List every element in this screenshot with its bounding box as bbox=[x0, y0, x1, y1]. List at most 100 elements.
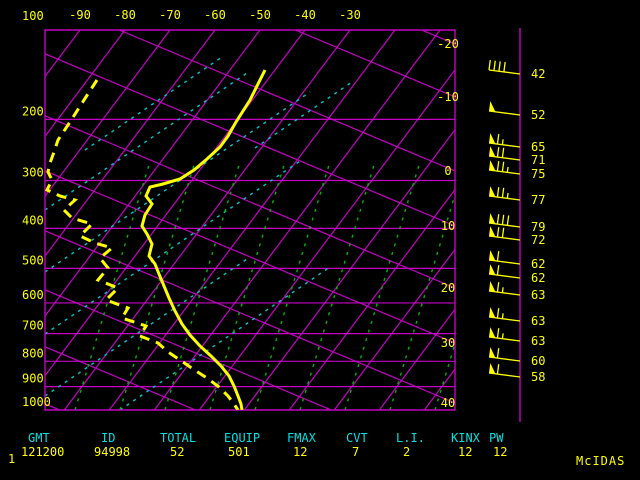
isotherm-line bbox=[45, 30, 261, 317]
barb-shaft bbox=[488, 372, 521, 378]
barb-flag bbox=[489, 186, 496, 197]
moist-adiabat-line bbox=[299, 164, 375, 410]
isotherm-line bbox=[108, 30, 396, 410]
barb-full-tick bbox=[496, 308, 500, 319]
barb-shaft bbox=[488, 235, 521, 241]
isotherm-line bbox=[45, 30, 306, 377]
wind-barb bbox=[488, 264, 521, 279]
moist-adiabat-lines bbox=[74, 164, 455, 410]
mixing-ratio-lines bbox=[45, 56, 353, 410]
dry-adiabat-line bbox=[117, 30, 455, 172]
status-value-li: 2 bbox=[403, 445, 410, 459]
status-value-pw: 12 bbox=[493, 445, 507, 459]
wind-speed-label: 63 bbox=[531, 288, 545, 302]
barb-full-tick bbox=[496, 251, 500, 262]
barb-flag bbox=[489, 101, 496, 112]
barb-full-tick bbox=[496, 282, 500, 293]
barb-shaft bbox=[488, 155, 521, 161]
status-value-id: 94998 bbox=[94, 445, 130, 459]
wind-barb bbox=[488, 101, 521, 116]
sounding-traces bbox=[45, 69, 267, 410]
wind-speed-label: 75 bbox=[531, 167, 545, 181]
dewpoint-trace bbox=[45, 79, 240, 410]
barb-half-tick bbox=[501, 313, 504, 319]
status-label-total: TOTAL bbox=[160, 431, 196, 445]
status-label-pw: PW bbox=[489, 431, 504, 445]
barb-shaft bbox=[488, 273, 521, 279]
barb-full-tick bbox=[506, 215, 510, 226]
wind-barb bbox=[488, 363, 521, 378]
barb-shaft bbox=[488, 169, 521, 175]
barb-full-tick bbox=[501, 147, 505, 158]
wind-speed-label: 60 bbox=[531, 354, 545, 368]
pressure-label: 900 bbox=[22, 372, 44, 386]
mixing-ratio-line bbox=[45, 91, 311, 273]
isotherm-label-top: -30 bbox=[339, 8, 361, 22]
pressure-label: 400 bbox=[22, 213, 44, 227]
barb-full-tick bbox=[496, 134, 500, 145]
barb-flag bbox=[489, 307, 496, 318]
pressure-label: 100 bbox=[22, 9, 44, 23]
isotherm-label-top: -60 bbox=[204, 8, 226, 22]
wind-barb bbox=[488, 146, 521, 161]
moist-adiabat-line bbox=[119, 164, 195, 410]
isotherm-line bbox=[45, 30, 171, 198]
barb-shaft bbox=[488, 259, 521, 265]
barb-shaft bbox=[488, 142, 521, 148]
isotherm-line bbox=[243, 128, 455, 410]
barb-full-tick bbox=[496, 328, 500, 339]
pressure-label: 300 bbox=[22, 166, 44, 180]
barb-shaft bbox=[488, 290, 521, 296]
mixing-ratio-line bbox=[45, 160, 301, 335]
barb-full-tick bbox=[496, 147, 500, 158]
pressure-label: 600 bbox=[22, 288, 44, 302]
barb-full-tick bbox=[496, 187, 500, 198]
barb-shaft bbox=[488, 356, 521, 362]
isotherm-line bbox=[153, 30, 441, 410]
status-label-equip: EQUIP bbox=[224, 431, 260, 445]
status-label-id: ID bbox=[101, 431, 115, 445]
wind-barb bbox=[488, 60, 521, 75]
isotherm-label-top: -50 bbox=[249, 8, 271, 22]
status-value-kinx: 12 bbox=[458, 445, 472, 459]
barb-full-tick bbox=[488, 60, 491, 71]
dry-adiabat-line bbox=[45, 170, 455, 344]
barb-full-tick bbox=[501, 227, 505, 238]
barb-full-tick bbox=[498, 61, 501, 72]
mixing-ratio-line bbox=[45, 70, 251, 211]
isotherm-line bbox=[333, 248, 455, 410]
temperature-trace bbox=[140, 69, 267, 410]
barb-flag bbox=[489, 347, 496, 358]
wind-speed-label: 72 bbox=[531, 233, 545, 247]
status-label-cvt: CVT bbox=[346, 431, 368, 445]
wind-speed-label: 79 bbox=[531, 220, 545, 234]
moist-adiabat-line bbox=[344, 164, 420, 410]
dry-adiabat-line bbox=[45, 53, 455, 227]
isotherm-label-right: 20 bbox=[441, 281, 455, 295]
status-value-total: 52 bbox=[170, 445, 184, 459]
isotherm-label-top: -80 bbox=[114, 8, 136, 22]
wind-barb bbox=[488, 160, 521, 175]
moist-adiabat-line bbox=[164, 164, 240, 410]
status-label-kinx: KINX bbox=[451, 431, 481, 445]
barb-half-tick bbox=[501, 287, 504, 293]
mixing-ratio-line bbox=[45, 256, 251, 397]
barb-flag bbox=[489, 363, 496, 374]
frame-number: 1 bbox=[8, 452, 16, 466]
barb-flag bbox=[489, 264, 496, 275]
barb-flag bbox=[489, 250, 496, 261]
pressure-label: 500 bbox=[22, 253, 44, 267]
wind-speed-label: 63 bbox=[531, 314, 545, 328]
wind-speed-label: 65 bbox=[531, 140, 545, 154]
isotherm-label-top: -40 bbox=[294, 8, 316, 22]
pressure-label: 200 bbox=[22, 104, 44, 118]
pressure-label: 1000 bbox=[22, 395, 51, 409]
dry-adiabat-line bbox=[420, 30, 455, 45]
barb-full-tick bbox=[501, 214, 505, 225]
wind-barb bbox=[488, 186, 521, 201]
plot-border bbox=[44, 29, 456, 411]
dry-adiabat-line bbox=[293, 30, 455, 98]
barb-flag bbox=[489, 146, 496, 157]
